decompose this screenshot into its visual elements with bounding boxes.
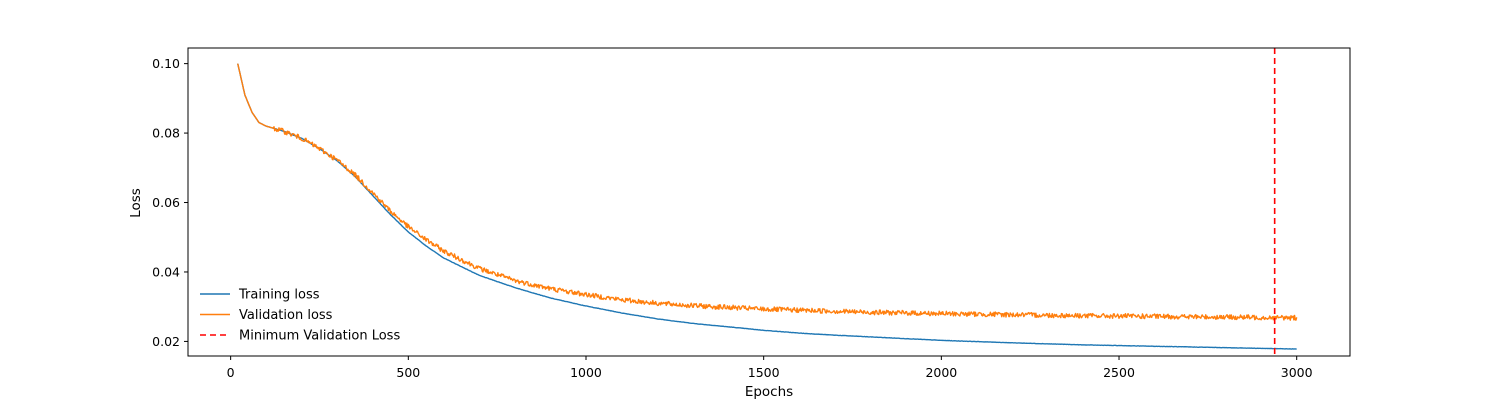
series-layer bbox=[237, 48, 1298, 356]
x-tick-label: 500 bbox=[396, 365, 420, 380]
y-tick-label: 0.06 bbox=[152, 195, 180, 210]
y-axis-ticks: 0.02 0.04 0.06 0.08 0.10 bbox=[152, 56, 188, 349]
x-axis-ticks: 0 500 1000 1500 2000 2500 3000 bbox=[227, 356, 1313, 380]
x-tick-label: 1500 bbox=[748, 365, 780, 380]
x-tick-label: 1000 bbox=[570, 365, 602, 380]
x-axis-label: Epochs bbox=[745, 384, 793, 400]
legend-label: Validation loss bbox=[239, 308, 333, 323]
legend: Training loss Validation loss Minimum Vali… bbox=[200, 288, 400, 344]
y-tick-label: 0.08 bbox=[152, 126, 180, 141]
x-tick-label: 3000 bbox=[1281, 365, 1313, 380]
x-tick-label: 0 bbox=[227, 365, 235, 380]
legend-label: Minimum Validation Loss bbox=[239, 329, 400, 344]
validation-loss-line bbox=[237, 63, 1298, 321]
y-tick-label: 0.02 bbox=[152, 334, 180, 349]
legend-label: Training loss bbox=[238, 288, 320, 303]
training-loss-line bbox=[237, 63, 1297, 350]
y-tick-label: 0.04 bbox=[152, 264, 180, 279]
plot-frame bbox=[187, 47, 1351, 357]
y-axis-label: Loss bbox=[128, 188, 144, 218]
x-tick-label: 2000 bbox=[925, 365, 957, 380]
y-tick-label: 0.10 bbox=[152, 56, 180, 71]
x-tick-label: 2500 bbox=[1103, 365, 1135, 380]
